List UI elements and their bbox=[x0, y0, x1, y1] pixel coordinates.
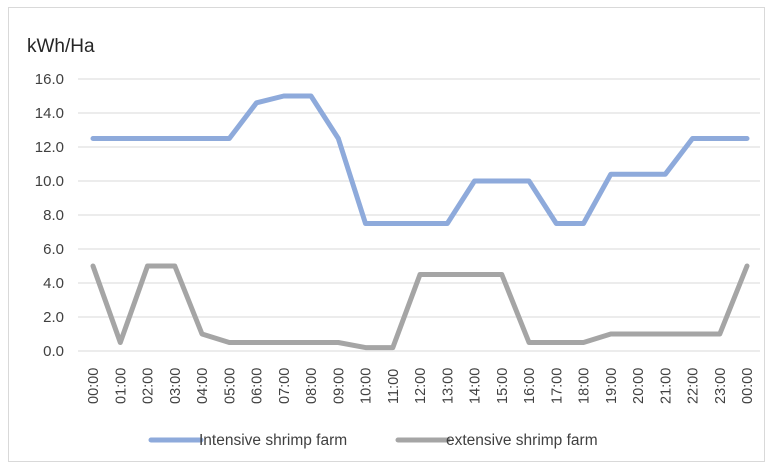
x-tick-label: 12:00 bbox=[413, 368, 429, 404]
x-tick-label: 15:00 bbox=[495, 368, 511, 404]
x-axis-ticks: 00:00 01:00 02:00 03:00 04:00 05:00 06:00 07:00… bbox=[86, 368, 756, 404]
x-tick-label: 17:00 bbox=[549, 368, 565, 404]
series-lines bbox=[90, 93, 750, 351]
y-tick-label: 2.0 bbox=[43, 309, 64, 326]
x-tick-label: 00:00 bbox=[740, 368, 756, 404]
x-tick-label: 08:00 bbox=[304, 368, 320, 404]
y-tick-label: 4.0 bbox=[43, 275, 64, 292]
y-tick-label: 14.0 bbox=[35, 105, 64, 122]
x-tick-label: 22:00 bbox=[686, 368, 702, 404]
x-tick-label: 03:00 bbox=[168, 368, 184, 404]
x-tick-label: 05:00 bbox=[222, 368, 238, 404]
x-tick-label: 13:00 bbox=[440, 368, 456, 404]
legend: Intensive shrimp farm extensive shrimp fa… bbox=[148, 432, 598, 449]
y-tick-label: 8.0 bbox=[43, 207, 64, 224]
x-tick-label: 18:00 bbox=[577, 368, 593, 404]
y-tick-label: 10.0 bbox=[35, 173, 64, 190]
x-tick-label: 00:00 bbox=[86, 368, 102, 404]
x-tick-label: 21:00 bbox=[658, 368, 674, 404]
x-tick-label: 20:00 bbox=[631, 368, 647, 404]
series-line-1 bbox=[90, 93, 750, 226]
x-tick-label: 02:00 bbox=[141, 368, 157, 404]
gridlines bbox=[78, 78, 760, 352]
y-tick-label: 16.0 bbox=[35, 71, 64, 88]
y-tick-label: 12.0 bbox=[35, 139, 64, 156]
x-tick-label: 07:00 bbox=[277, 368, 293, 404]
x-tick-label: 09:00 bbox=[331, 368, 347, 404]
y-tick-label: 6.0 bbox=[43, 241, 64, 258]
y-tick-label: 0.0 bbox=[43, 343, 64, 360]
x-tick-label: 23:00 bbox=[713, 368, 729, 404]
legend-label-1: Intensive shrimp farm bbox=[199, 432, 347, 449]
x-tick-label: 11:00 bbox=[386, 369, 402, 404]
legend-label-2: extensive shrimp farm bbox=[446, 432, 598, 449]
x-tick-label: 04:00 bbox=[195, 368, 211, 404]
x-tick-label: 01:00 bbox=[113, 368, 129, 404]
x-tick-label: 14:00 bbox=[468, 368, 484, 404]
chart-frame bbox=[8, 7, 765, 462]
y-axis-unit-label: kWh/Ha bbox=[27, 36, 95, 57]
x-tick-label: 10:00 bbox=[359, 368, 375, 404]
x-tick-label: 06:00 bbox=[250, 368, 266, 404]
y-axis-ticks: 0.0 2.0 4.0 6.0 8.0 10.0 12.0 14.0 16.0 bbox=[35, 71, 64, 360]
series-line-2 bbox=[90, 263, 750, 351]
x-tick-label: 19:00 bbox=[604, 368, 620, 404]
x-tick-label: 16:00 bbox=[522, 368, 538, 404]
